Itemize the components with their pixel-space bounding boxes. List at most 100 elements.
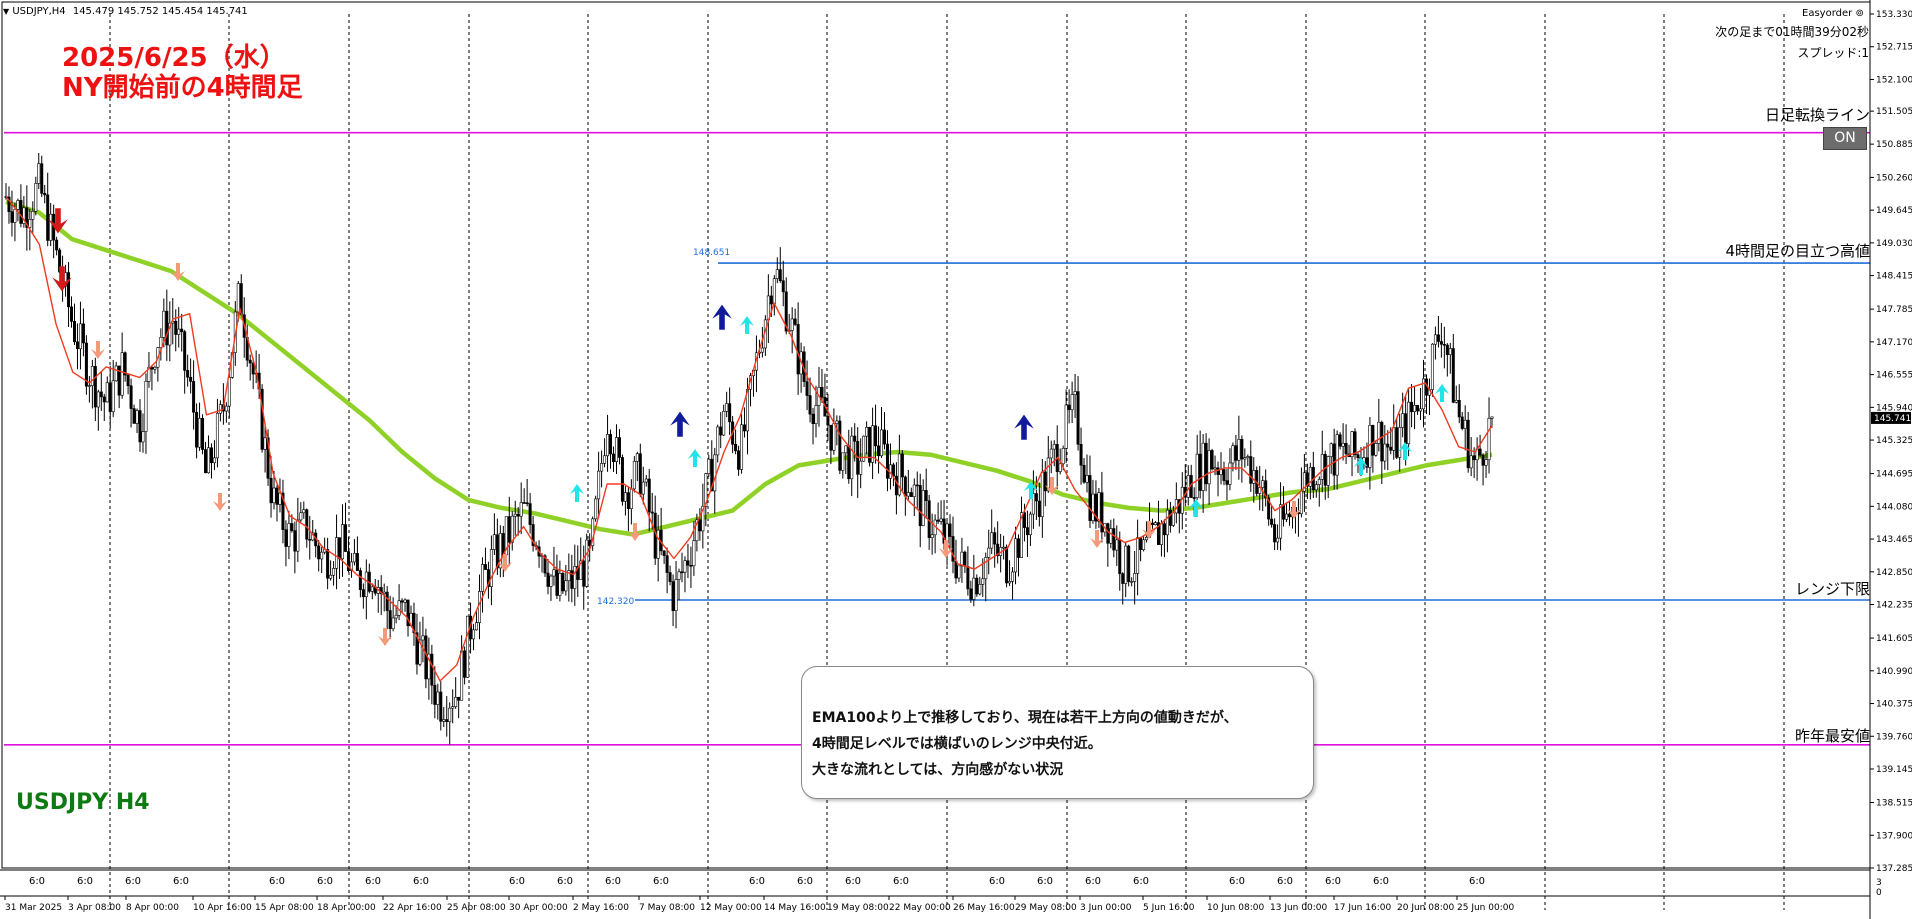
- candle-body: [364, 571, 368, 598]
- candle-body: [1061, 448, 1065, 465]
- candle-body: [737, 450, 741, 470]
- candle-body: [317, 545, 321, 560]
- callout-line-3: 大きな流れとしては、方向感がない状況: [812, 762, 1064, 778]
- candle-body: [349, 561, 353, 571]
- candle-body: [993, 532, 997, 545]
- candle-body: [37, 163, 41, 184]
- sub-window: 30 6:0 6:0 6:0 6:0 6:0 6:0 6:0 6:0 6:0 6:0 6:0 6:0 6:…: [0, 869, 1882, 898]
- sub-row-label: 6:0: [605, 876, 621, 887]
- candle-body: [969, 588, 973, 600]
- candle-body: [790, 318, 794, 331]
- candle-body: [609, 434, 613, 455]
- candle-body: [451, 706, 455, 709]
- candle-body: [704, 473, 708, 507]
- sub-row-label: 6:0: [1037, 876, 1053, 887]
- candle-body: [218, 404, 222, 414]
- candle-body: [31, 211, 35, 220]
- candle-body: [1460, 416, 1464, 429]
- candle-body: [1436, 334, 1440, 342]
- candle-body: [150, 366, 154, 370]
- y-tick-label: 147.785: [1876, 305, 1912, 315]
- candle-body: [1121, 573, 1125, 584]
- candle-body: [772, 278, 776, 305]
- x-tick-label: 20 Jun 08:00: [1397, 903, 1454, 913]
- candle-body: [1398, 427, 1402, 458]
- candle-body: [594, 498, 598, 520]
- candle-body: [871, 425, 875, 463]
- candle-body: [13, 209, 17, 223]
- sub-row-label: 6:0: [989, 876, 1005, 887]
- candle-body: [25, 207, 29, 228]
- candle-body: [1389, 446, 1393, 451]
- candle-body: [1231, 445, 1235, 464]
- candle-body: [1100, 492, 1104, 533]
- candle-body: [192, 381, 196, 413]
- candle-body: [570, 570, 574, 589]
- candle-body: [728, 403, 732, 423]
- candle-body: [1433, 334, 1437, 345]
- date-title: 2025/6/25（水）: [62, 43, 286, 73]
- y-tick-label: 139.145: [1876, 765, 1912, 775]
- candle-body: [1377, 421, 1381, 444]
- x-tick-label: 26 May 16:00: [953, 903, 1015, 913]
- candle-body: [507, 516, 511, 543]
- candle-body: [293, 530, 297, 552]
- time-axis: 31 Mar 2025 3 Apr 08:00 8 Apr 00:00 10 Apr …: [4, 896, 1514, 913]
- candle-body: [22, 207, 26, 224]
- current-price-label: 145.741: [1874, 414, 1911, 424]
- candle-body: [1142, 539, 1146, 550]
- price-axis: 153.330 152.715 152.100 151.505 150.885 150.2…: [1869, 0, 1912, 919]
- candle-body: [614, 437, 618, 462]
- candle-body: [1136, 537, 1140, 574]
- candle-body: [880, 429, 884, 457]
- x-tick-label: 2 May 16:00: [573, 903, 629, 913]
- candle-body: [1210, 450, 1214, 470]
- candle-body: [427, 653, 431, 680]
- menu-triangle-icon[interactable]: ▼: [3, 7, 10, 16]
- y-tick-label: 143.465: [1876, 535, 1912, 545]
- callout-line-1: EMA100より上で推移しており、現在は若干上方向の値動きだが、: [812, 710, 1238, 726]
- candle-body: [436, 691, 440, 705]
- candle-body: [859, 460, 863, 475]
- candle-body: [912, 484, 916, 497]
- buy-arrow-icon: [570, 484, 584, 502]
- candle-body: [335, 537, 339, 569]
- candle-body: [81, 323, 85, 344]
- candle-body: [382, 591, 386, 595]
- y-tick-label: 146.555: [1876, 371, 1912, 381]
- candle-body: [513, 513, 517, 517]
- sell-arrow-icon: [378, 628, 392, 646]
- y-tick-label: 137.285: [1876, 864, 1912, 874]
- candle-body: [1067, 404, 1071, 411]
- candle-body: [1076, 391, 1080, 445]
- candle-body: [302, 509, 306, 514]
- easyorder-tag[interactable]: Easyorder ⊚: [1802, 8, 1864, 19]
- candle-body: [1329, 443, 1333, 457]
- gear-icon[interactable]: ⊚: [1855, 8, 1864, 19]
- candle-body: [1153, 522, 1157, 526]
- horizontal-lines: [4, 131, 1870, 746]
- candle-body: [466, 615, 470, 678]
- candle-body: [1058, 463, 1062, 472]
- candle-body: [1478, 448, 1482, 456]
- candle-body: [1091, 493, 1095, 521]
- candle-body: [1165, 509, 1169, 536]
- candle-body: [1156, 522, 1160, 545]
- candle-body: [1317, 479, 1321, 485]
- candle-body: [668, 572, 672, 582]
- candle-body: [483, 564, 487, 570]
- y-tick-label: 149.645: [1876, 206, 1912, 216]
- x-tick-label: 12 May 00:00: [700, 903, 762, 913]
- ema-fast-path: [5, 196, 1493, 682]
- candle-body: [838, 420, 842, 471]
- candle-body: [725, 403, 729, 412]
- sub-row-label: 6:0: [749, 876, 765, 887]
- candle-body: [1407, 401, 1411, 445]
- toggle-on-button[interactable]: ON: [1823, 127, 1867, 150]
- candle-body: [1401, 413, 1405, 428]
- candle-body: [1323, 454, 1327, 486]
- candle-body: [1273, 524, 1277, 543]
- session-title: NY開始前の4時間足: [62, 73, 303, 103]
- candle-body: [391, 617, 395, 630]
